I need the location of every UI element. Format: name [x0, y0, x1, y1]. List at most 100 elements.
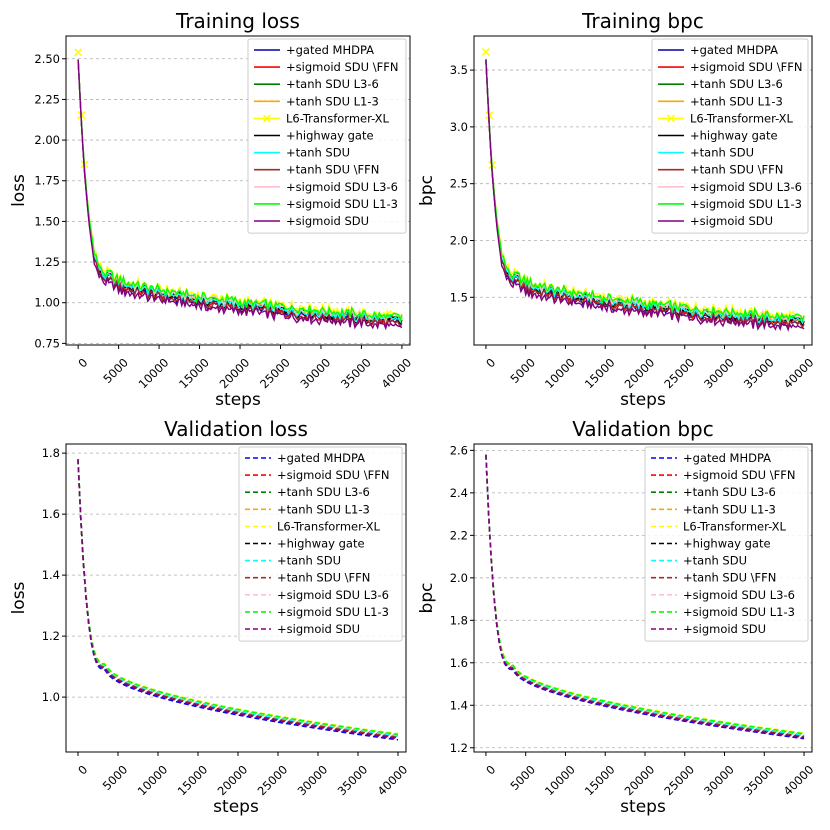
x-axis-label: steps [620, 390, 666, 410]
marker-stroke [481, 47, 490, 56]
x-tick-label: 30000 [701, 355, 737, 391]
y-tick-label: 2.00 [34, 133, 60, 147]
plot-frame [65, 35, 411, 346]
legend-label: +tanh SDU L1-3 [277, 502, 370, 516]
x-tick-label: 10000 [542, 355, 578, 391]
legend-label: +tanh SDU L3-6 [286, 77, 379, 91]
legend-label: +highway gate [286, 129, 374, 143]
legend-label: +tanh SDU [277, 554, 341, 568]
legend-label: +sigmoid SDU L1-3 [683, 605, 795, 619]
x-tick-label: 30000 [701, 762, 737, 798]
legend: +gated MHDPA +sigmoid SDU \FFN +tanh SDU L… [651, 38, 809, 234]
x-tick-label: 35000 [338, 355, 374, 391]
legend-label: +sigmoid SDU L3-6 [690, 180, 802, 194]
legend-label: L6-Transformer-XL [690, 111, 794, 125]
legend-label: +sigmoid SDU L1-3 [690, 197, 802, 211]
y-tick-label: 3.5 [450, 63, 468, 77]
series-group [481, 47, 805, 332]
y-tick-label: 2.5 [450, 177, 468, 191]
x-tick-label: 10000 [136, 355, 172, 391]
series-line [485, 59, 805, 323]
legend-box [247, 38, 407, 234]
y-axis-label: bpc [417, 583, 437, 614]
x-axis-label: steps [213, 797, 259, 817]
y-tick-label: 2.2 [450, 528, 468, 542]
legend-label: +highway gate [690, 129, 778, 143]
legend-label: +tanh SDU L1-3 [286, 94, 379, 108]
legend-label: +tanh SDU [683, 554, 747, 568]
legend-label: +tanh SDU [286, 146, 350, 160]
series-line [77, 59, 403, 331]
x-tick-label: 35000 [741, 762, 777, 798]
legend-box [651, 38, 809, 234]
x-tick-label: 5000 [507, 355, 538, 386]
chart-panel-1: 0 5000 10000 15000 20000 25000 30000 35000 40000… [9, 9, 414, 410]
y-tick-label: 1.4 [450, 698, 468, 712]
series-line [77, 59, 403, 322]
legend-marker [262, 114, 272, 123]
x-tick-label: 35000 [741, 355, 777, 391]
y-axis-label: loss [9, 174, 29, 207]
x-tick-label: 0 [75, 762, 90, 777]
legend-label: +tanh SDU \FFN [277, 571, 370, 585]
plot-frame [473, 35, 813, 346]
legend-label: +gated MHDPA [277, 451, 365, 465]
marker-stroke [74, 48, 83, 57]
legend-label: +highway gate [683, 537, 771, 551]
y-tick-label: 1.0 [42, 690, 60, 704]
series-line [77, 459, 399, 739]
x-axis-label: steps [215, 390, 261, 410]
y-tick-label: 1.00 [34, 296, 60, 310]
x-tick-label: 20000 [217, 355, 253, 391]
x-tick-label: 30000 [295, 762, 331, 798]
x-tick-label: 15000 [582, 355, 618, 391]
x-tick-label: 0 [483, 762, 498, 777]
legend-box [644, 446, 809, 642]
x-tick-label: 40000 [781, 762, 817, 798]
series-line [485, 454, 805, 737]
legend-label: +tanh SDU \FFN [286, 163, 379, 177]
legend-label: +sigmoid SDU L1-3 [277, 605, 389, 619]
legend-label: +gated MHDPA [683, 451, 771, 465]
y-tick-label: 1.4 [42, 568, 60, 582]
plot-frame [65, 443, 407, 753]
series-line [77, 459, 399, 740]
y-tick-label: 2.0 [450, 571, 468, 585]
legend-label: +sigmoid SDU L3-6 [286, 180, 398, 194]
legend-marker [666, 114, 676, 123]
x-tick-label: 15000 [175, 762, 211, 798]
y-tick-label: 1.2 [450, 741, 468, 755]
y-tick-label: 2.25 [34, 92, 60, 106]
x-tick-label: 15000 [582, 762, 618, 798]
chart-title: Validation bpc [572, 417, 714, 441]
y-tick-label: 2.0 [450, 233, 468, 247]
legend-label: +tanh SDU L1-3 [690, 94, 783, 108]
x-tick-label: 15000 [176, 355, 212, 391]
y-tick-label: 1.6 [450, 656, 468, 670]
x-tick-label: 40000 [378, 355, 414, 391]
series-line [77, 459, 399, 741]
legend-label: +sigmoid SDU [683, 622, 766, 636]
x-tick-label: 20000 [622, 762, 658, 798]
chart-title: Training bpc [581, 9, 704, 33]
x-tick-label: 25000 [661, 355, 697, 391]
legend-label: +sigmoid SDU \FFN [286, 60, 398, 74]
series-group [485, 454, 805, 740]
x-tick-label: 20000 [622, 355, 658, 391]
x-tick-label: 20000 [215, 762, 251, 798]
y-tick-label: 1.2 [42, 629, 60, 643]
x-tick-label: 5000 [100, 355, 131, 386]
x-tick-label: 5000 [100, 762, 131, 793]
legend-label: +sigmoid SDU [690, 214, 773, 228]
x-tick-label: 35000 [335, 762, 371, 798]
chart-panel-3: 0 5000 10000 15000 20000 25000 30000 35000 40000… [9, 417, 410, 817]
legend-label: +sigmoid SDU [277, 622, 360, 636]
y-tick-label: 2.6 [450, 443, 468, 457]
y-tick-label: 1.5 [450, 290, 468, 304]
series-group [74, 48, 403, 331]
y-tick-label: 1.25 [34, 255, 60, 269]
x-tick-label: 30000 [298, 355, 334, 391]
y-tick-label: 1.50 [34, 214, 60, 228]
x-tick-label: 5000 [507, 762, 538, 793]
